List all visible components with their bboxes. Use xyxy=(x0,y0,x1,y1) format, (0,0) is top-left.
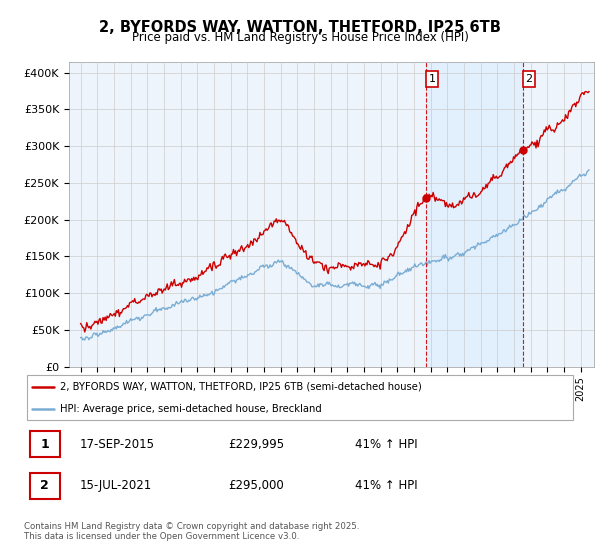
Text: 15-JUL-2021: 15-JUL-2021 xyxy=(79,479,151,492)
Text: 41% ↑ HPI: 41% ↑ HPI xyxy=(355,437,418,451)
Text: 2, BYFORDS WAY, WATTON, THETFORD, IP25 6TB (semi-detached house): 2, BYFORDS WAY, WATTON, THETFORD, IP25 6… xyxy=(60,381,422,391)
Text: 17-SEP-2015: 17-SEP-2015 xyxy=(79,437,154,451)
Text: 2: 2 xyxy=(526,74,533,84)
Text: Price paid vs. HM Land Registry's House Price Index (HPI): Price paid vs. HM Land Registry's House … xyxy=(131,31,469,44)
FancyBboxPatch shape xyxy=(29,473,60,498)
Text: 41% ↑ HPI: 41% ↑ HPI xyxy=(355,479,418,492)
Bar xyxy=(426,62,523,367)
Text: 1: 1 xyxy=(428,74,436,84)
Text: 2: 2 xyxy=(40,479,49,492)
Text: 2, BYFORDS WAY, WATTON, THETFORD, IP25 6TB: 2, BYFORDS WAY, WATTON, THETFORD, IP25 6… xyxy=(99,20,501,35)
FancyBboxPatch shape xyxy=(29,431,60,457)
FancyBboxPatch shape xyxy=(27,375,573,420)
Text: £229,995: £229,995 xyxy=(228,437,284,451)
Text: Contains HM Land Registry data © Crown copyright and database right 2025.
This d: Contains HM Land Registry data © Crown c… xyxy=(24,522,359,542)
Text: 1: 1 xyxy=(40,437,49,451)
Text: HPI: Average price, semi-detached house, Breckland: HPI: Average price, semi-detached house,… xyxy=(60,404,322,414)
Text: £295,000: £295,000 xyxy=(228,479,284,492)
